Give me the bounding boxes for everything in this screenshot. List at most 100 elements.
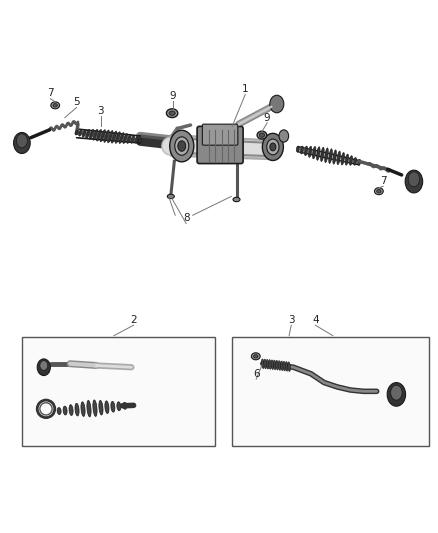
Ellipse shape [233,197,240,201]
Ellipse shape [82,130,86,137]
Ellipse shape [333,150,336,164]
Ellipse shape [262,133,283,160]
Ellipse shape [175,137,189,155]
Ellipse shape [317,147,320,160]
Ellipse shape [86,130,90,139]
Ellipse shape [278,361,281,370]
FancyBboxPatch shape [202,124,238,145]
Ellipse shape [280,361,283,370]
Ellipse shape [341,152,345,165]
Ellipse shape [127,134,131,143]
Text: 8: 8 [183,213,190,223]
Ellipse shape [117,402,121,411]
Ellipse shape [87,400,91,417]
Ellipse shape [96,130,102,141]
Ellipse shape [267,139,279,155]
Ellipse shape [268,360,272,369]
Ellipse shape [408,172,420,187]
Text: 7: 7 [380,176,387,186]
Ellipse shape [391,385,402,400]
Ellipse shape [300,146,304,154]
Ellipse shape [169,111,175,115]
Ellipse shape [353,157,357,165]
FancyBboxPatch shape [197,126,243,164]
Ellipse shape [264,359,267,369]
Ellipse shape [69,405,73,416]
Ellipse shape [178,141,186,151]
Ellipse shape [123,133,127,143]
Ellipse shape [270,95,284,113]
Ellipse shape [350,156,353,165]
Ellipse shape [57,408,61,415]
Ellipse shape [288,362,290,372]
Ellipse shape [271,360,274,369]
Ellipse shape [40,361,48,370]
Text: 1: 1 [242,84,249,94]
Ellipse shape [254,354,258,358]
Ellipse shape [166,109,178,118]
Ellipse shape [138,138,142,143]
Ellipse shape [325,148,328,163]
Ellipse shape [312,147,316,159]
Ellipse shape [357,159,361,165]
Text: 2: 2 [130,315,137,325]
Ellipse shape [111,131,117,143]
Ellipse shape [345,154,349,165]
Text: 9: 9 [264,112,271,123]
Text: 3: 3 [97,106,104,116]
Ellipse shape [17,134,27,148]
Ellipse shape [279,130,289,142]
Ellipse shape [270,143,276,151]
Ellipse shape [89,130,94,139]
Ellipse shape [167,194,174,199]
Ellipse shape [14,133,30,154]
Ellipse shape [123,402,127,409]
Ellipse shape [53,103,57,107]
Ellipse shape [273,360,276,370]
Bar [22,336,215,446]
Ellipse shape [81,402,85,416]
Ellipse shape [63,406,67,415]
Ellipse shape [321,147,324,161]
Ellipse shape [266,359,269,369]
Text: 4: 4 [312,315,319,325]
Ellipse shape [170,130,194,162]
Ellipse shape [115,132,120,143]
Ellipse shape [111,401,115,412]
Ellipse shape [51,102,60,109]
Ellipse shape [261,359,264,368]
Text: 9: 9 [170,91,177,101]
Text: 7: 7 [47,88,54,99]
Ellipse shape [99,400,103,415]
Ellipse shape [276,360,279,370]
Ellipse shape [259,133,265,138]
Ellipse shape [37,359,50,376]
Ellipse shape [104,130,109,142]
Ellipse shape [100,130,106,142]
Ellipse shape [78,130,82,136]
Bar [232,336,429,446]
Ellipse shape [93,400,97,416]
Text: 6: 6 [253,369,260,379]
Ellipse shape [283,361,286,371]
Ellipse shape [377,189,381,193]
Ellipse shape [374,188,383,195]
Ellipse shape [251,353,260,360]
Ellipse shape [131,135,135,143]
Ellipse shape [337,151,340,165]
Text: 5: 5 [73,97,80,107]
Ellipse shape [93,130,98,140]
Ellipse shape [405,170,423,193]
Ellipse shape [387,383,406,406]
Ellipse shape [304,146,307,156]
Ellipse shape [257,131,267,139]
Ellipse shape [134,136,138,143]
Ellipse shape [119,133,124,143]
Ellipse shape [308,146,312,157]
Ellipse shape [285,361,288,371]
Ellipse shape [296,146,300,152]
Ellipse shape [75,130,78,135]
Ellipse shape [75,403,79,416]
Ellipse shape [105,401,109,414]
Ellipse shape [108,131,113,143]
